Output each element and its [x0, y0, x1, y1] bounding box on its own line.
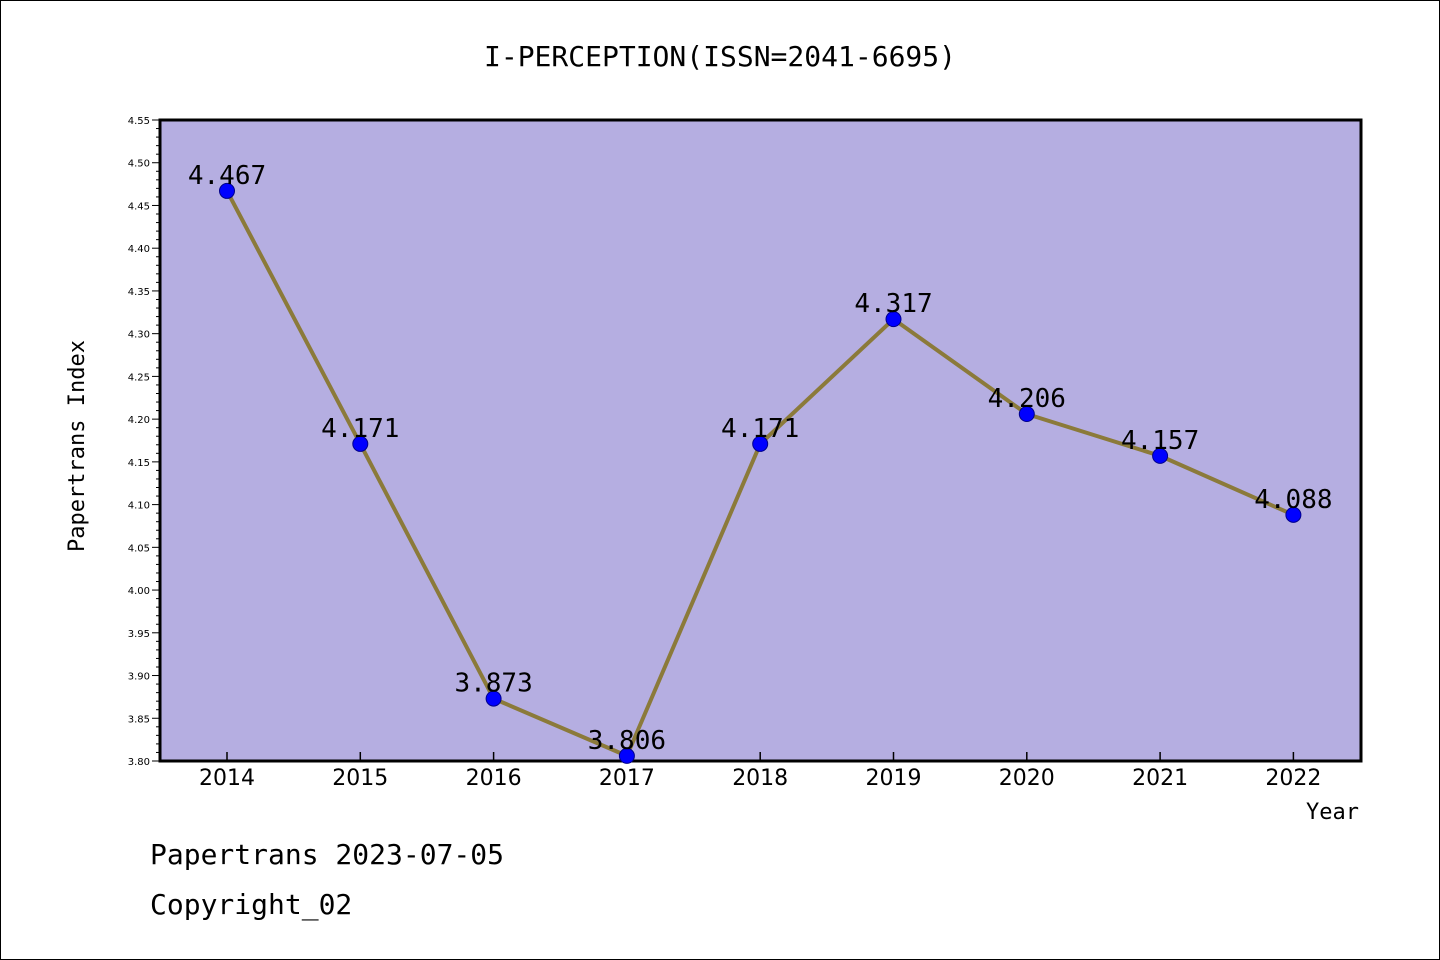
data-point — [485, 690, 502, 707]
data-point — [885, 311, 902, 328]
y-tick-label: 4.30 — [128, 330, 150, 341]
data-point — [352, 435, 369, 452]
data-point — [219, 182, 235, 199]
y-tick-label: 4.35 — [128, 287, 150, 298]
y-tick-label: 4.00 — [128, 586, 150, 597]
x-tick-label: 2022 — [1265, 766, 1321, 791]
x-axis: 2014 2015 2016 2017 2018 2019 2020 2021 2022 — [199, 752, 1321, 791]
y-tick-label: 3.95 — [128, 629, 150, 640]
data-label: 4.206 — [988, 384, 1066, 414]
x-tick-label: 2019 — [866, 766, 922, 791]
data-label: 4.157 — [1121, 426, 1199, 456]
y-tick-label: 4.40 — [128, 244, 150, 255]
data-label: 3.873 — [454, 669, 532, 699]
y-tick-label: 4.05 — [128, 543, 150, 554]
data-label: 3.806 — [588, 726, 666, 756]
data-label: 4.171 — [321, 414, 399, 444]
data-label: 4.467 — [188, 161, 266, 191]
footer-copyright: Copyright_02 — [150, 888, 352, 922]
x-tick-label: 2016 — [466, 766, 522, 791]
data-point — [618, 747, 635, 764]
x-tick-label: 2018 — [732, 766, 788, 791]
y-tick-label: 4.10 — [128, 501, 150, 512]
x-axis-label: Year — [1306, 800, 1359, 825]
y-tick-label: 3.85 — [128, 714, 150, 725]
y-tick-label: 3.80 — [128, 757, 150, 768]
y-tick-label: 3.90 — [128, 672, 150, 683]
series-markers — [219, 182, 1302, 764]
data-labels: 4.467 4.171 3.873 3.806 4.171 4.317 4.206 4.157… — [188, 161, 1333, 756]
y-tick-label: 4.15 — [128, 458, 150, 469]
data-label: 4.317 — [854, 289, 932, 319]
x-tick-label: 2017 — [599, 766, 655, 791]
x-tick-label: 2021 — [1132, 766, 1188, 791]
y-tick-label: 4.20 — [128, 415, 150, 426]
data-point — [1018, 406, 1035, 423]
chart-title: I-PERCEPTION(ISSN=2041-6695) — [484, 40, 956, 73]
y-axis-label: Papertrans Index — [65, 340, 90, 552]
y-axis: 3.80 3.85 3.90 3.95 4.00 4.05 4.10 4.15 4.20 4.25… — [128, 116, 160, 768]
y-tick-label: 4.25 — [128, 372, 150, 383]
y-tick-label: 4.45 — [128, 201, 150, 212]
data-label: 4.171 — [721, 414, 799, 444]
data-label: 4.088 — [1254, 485, 1332, 515]
x-tick-label: 2020 — [999, 766, 1055, 791]
x-tick-label: 2015 — [332, 766, 388, 791]
x-tick-label: 2014 — [199, 766, 255, 791]
data-point — [1285, 506, 1302, 523]
y-tick-label: 4.50 — [128, 159, 150, 170]
footer-date: Papertrans 2023-07-05 — [150, 838, 504, 871]
data-point — [1152, 447, 1169, 464]
data-point — [752, 435, 769, 452]
y-tick-label: 4.55 — [128, 116, 150, 127]
